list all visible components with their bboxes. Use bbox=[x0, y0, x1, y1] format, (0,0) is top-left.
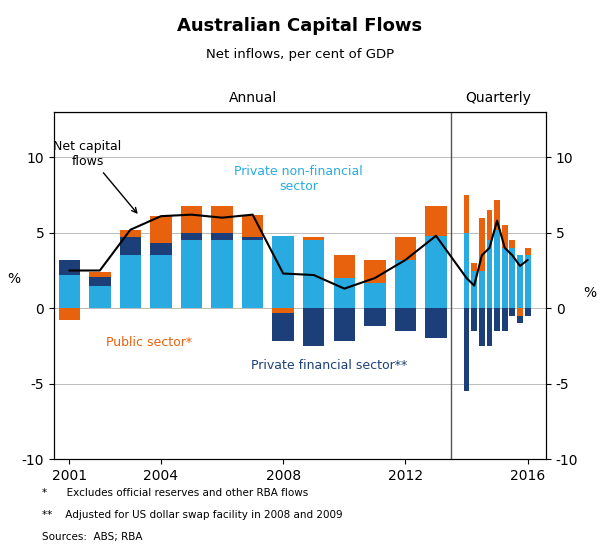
Bar bbox=[364, 260, 386, 283]
Bar bbox=[525, 248, 530, 255]
Bar bbox=[211, 240, 233, 308]
Bar bbox=[242, 240, 263, 308]
Bar bbox=[487, 210, 493, 240]
Text: Annual: Annual bbox=[229, 91, 277, 105]
Bar bbox=[242, 237, 263, 240]
Bar bbox=[479, 218, 485, 270]
Bar bbox=[89, 277, 110, 286]
Bar bbox=[517, 255, 523, 308]
Bar bbox=[150, 216, 172, 244]
Y-axis label: %: % bbox=[583, 286, 596, 300]
Y-axis label: %: % bbox=[7, 272, 20, 286]
Bar bbox=[303, 240, 325, 308]
Bar bbox=[89, 286, 110, 308]
Bar bbox=[464, 195, 469, 233]
Bar bbox=[471, 263, 477, 270]
Bar bbox=[395, 260, 416, 308]
Bar bbox=[464, 233, 469, 308]
Bar bbox=[471, 308, 477, 331]
Bar bbox=[479, 308, 485, 346]
Bar bbox=[334, 308, 355, 342]
Bar bbox=[181, 233, 202, 240]
Bar bbox=[120, 230, 141, 237]
Bar bbox=[517, 308, 523, 323]
Bar bbox=[502, 225, 508, 248]
Bar bbox=[211, 233, 233, 240]
Bar bbox=[487, 240, 493, 308]
Bar bbox=[272, 308, 294, 342]
Bar bbox=[181, 240, 202, 308]
Text: Australian Capital Flows: Australian Capital Flows bbox=[178, 17, 422, 35]
Bar bbox=[395, 237, 416, 260]
Bar bbox=[181, 206, 202, 233]
Bar bbox=[211, 206, 233, 233]
Bar bbox=[59, 308, 80, 320]
Bar bbox=[120, 237, 141, 255]
Bar bbox=[89, 272, 110, 277]
Bar bbox=[272, 308, 294, 313]
Text: Private non-financial
sector: Private non-financial sector bbox=[234, 166, 363, 194]
Bar bbox=[59, 260, 80, 275]
Bar bbox=[525, 255, 530, 308]
Bar bbox=[150, 255, 172, 308]
Bar bbox=[471, 270, 477, 308]
Bar bbox=[334, 278, 355, 308]
Bar bbox=[509, 240, 515, 248]
Bar bbox=[509, 248, 515, 308]
Bar bbox=[517, 308, 523, 316]
Bar bbox=[464, 308, 469, 391]
Bar bbox=[502, 248, 508, 308]
Bar bbox=[334, 255, 355, 278]
Bar bbox=[242, 214, 263, 237]
Text: Quarterly: Quarterly bbox=[466, 91, 532, 105]
Bar bbox=[272, 236, 294, 308]
Text: Net capital
flows: Net capital flows bbox=[53, 140, 137, 213]
Bar bbox=[303, 308, 325, 346]
Text: **    Adjusted for US dollar swap facility in 2008 and 2009: ** Adjusted for US dollar swap facility … bbox=[42, 510, 343, 520]
Bar bbox=[479, 270, 485, 308]
Bar bbox=[303, 237, 325, 240]
Bar bbox=[494, 199, 500, 230]
Bar bbox=[364, 308, 386, 326]
Bar bbox=[425, 206, 446, 236]
Text: Private financial sector**: Private financial sector** bbox=[251, 358, 407, 372]
Bar bbox=[509, 308, 515, 316]
Bar bbox=[364, 283, 386, 308]
Bar bbox=[494, 230, 500, 308]
Bar bbox=[150, 244, 172, 255]
Text: Sources:  ABS; RBA: Sources: ABS; RBA bbox=[42, 533, 143, 543]
Bar bbox=[425, 236, 446, 308]
Bar bbox=[525, 308, 530, 316]
Bar bbox=[425, 308, 446, 338]
Bar bbox=[502, 308, 508, 331]
Bar bbox=[487, 308, 493, 346]
Text: Net inflows, per cent of GDP: Net inflows, per cent of GDP bbox=[206, 48, 394, 60]
Bar bbox=[494, 308, 500, 331]
Bar bbox=[59, 275, 80, 308]
Bar bbox=[120, 255, 141, 308]
Text: *      Excludes official reserves and other RBA flows: * Excludes official reserves and other R… bbox=[42, 488, 308, 498]
Bar bbox=[395, 308, 416, 331]
Text: Public sector*: Public sector* bbox=[106, 336, 192, 349]
